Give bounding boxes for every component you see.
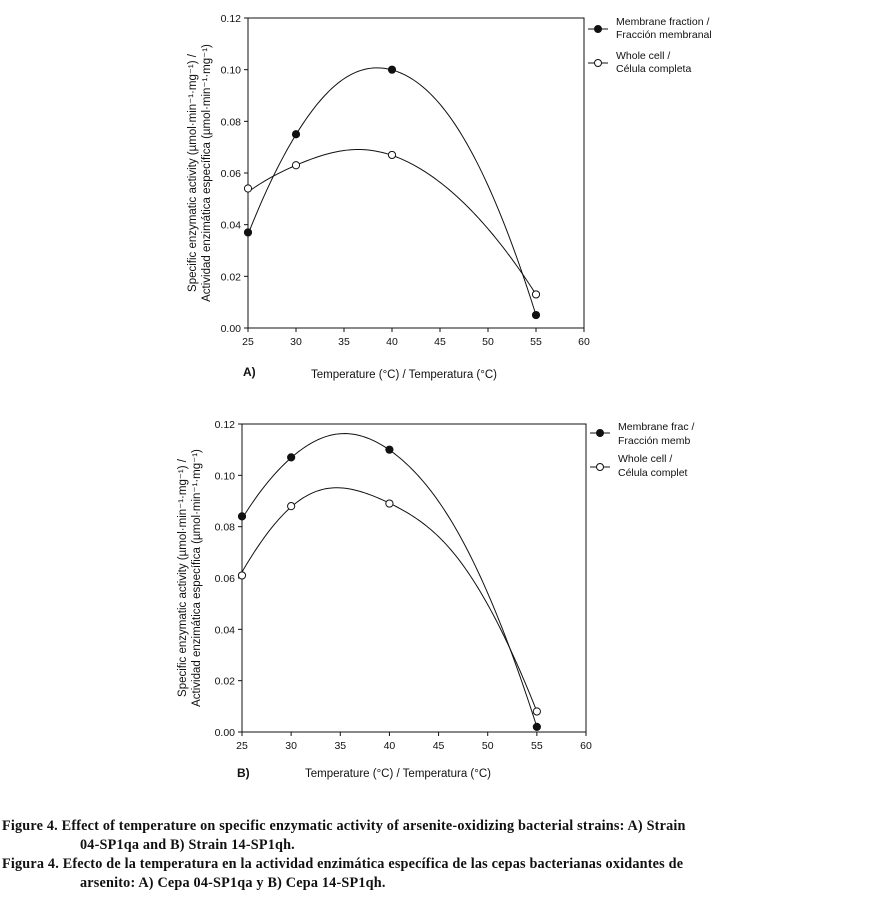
caption-en-line1: Figure 4. Effect of temperature on speci… <box>2 818 686 834</box>
x-tick-label: 60 <box>580 740 592 752</box>
y-tick-label: 0.12 <box>221 13 242 25</box>
x-axis-title-a: Temperature (°C) / Temperatura (°C) <box>311 369 497 381</box>
x-tick-label: 55 <box>531 740 543 752</box>
y-axis-title-line2: Actividad enzimática específica (µmol·mi… <box>191 449 203 707</box>
y-axis-title-line1: Specific enzymatic activity (µmol·min⁻¹·… <box>187 53 199 292</box>
y-tick-label: 0.04 <box>215 624 236 636</box>
plot-frame-a <box>247 17 585 329</box>
legend-label-membrane-b-line1: Membrane frac / <box>618 421 695 433</box>
series-line-membrane <box>241 433 538 728</box>
x-tick-label: 50 <box>482 336 494 348</box>
y-tick-label: 0.00 <box>215 727 236 739</box>
legend-label-wholecell-b-line1: Whole cell / <box>618 453 672 465</box>
x-tick-label: 25 <box>242 336 254 348</box>
legend-label-wholecell-b-line2: Célula complet <box>618 467 688 479</box>
legend-label-membrane-a-line2: Fracción membranal <box>616 29 712 41</box>
legend-marker-filled-a <box>594 25 602 33</box>
x-tick-label: 40 <box>384 740 396 752</box>
x-axis-title-b: Temperature (°C) / Temperatura (°C) <box>305 768 491 780</box>
y-axis-title-line2: Actividad enzimática específica (µmol·mi… <box>201 44 213 302</box>
series-line-whole-cell <box>241 487 538 712</box>
membrane-data-point <box>532 722 541 731</box>
x-tick-label: 60 <box>578 336 590 348</box>
legend-label-membrane-b-line2: Fracción memb <box>618 435 691 447</box>
figure-canvas: 25 30 35 40 45 50 55 60 0.00 0.02 0.04 0.06 0.08 0.10… <box>177 13 712 780</box>
data-points-a <box>243 65 541 320</box>
whole-cell-data-point <box>532 707 541 716</box>
membrane-data-point <box>287 453 296 462</box>
legend-marker-open-b <box>596 463 604 471</box>
legend-marker-open-a <box>594 59 602 67</box>
data-points-b <box>237 445 541 731</box>
axes-ticks-a: 25 30 35 40 45 50 55 60 0.00 0.02 0.04 0.06 0.08 0.10… <box>221 13 590 348</box>
series-curves-b <box>241 433 538 728</box>
membrane-data-point <box>291 130 301 139</box>
y-axis-title-a: Specific enzymatic activity (µmol·min⁻¹·… <box>187 44 213 302</box>
x-tick-label: 40 <box>386 336 398 348</box>
y-tick-label: 0.08 <box>215 522 236 534</box>
series-curves-a <box>247 67 537 316</box>
chart-panel-a: 25 30 35 40 45 50 55 60 0.00 0.02 0.04 0.06 0.08 0.10… <box>187 13 712 381</box>
membrane-data-point <box>531 310 541 320</box>
legend-a: Membrane fraction / Fracción membranal W… <box>588 16 712 75</box>
y-tick-label: 0.02 <box>221 271 242 283</box>
figure-caption: Figure 4. Effect of temperature on speci… <box>0 817 882 893</box>
whole-cell-data-point <box>287 502 296 511</box>
x-tick-label: 25 <box>236 740 248 752</box>
caption-en-line2: 04-SP1qa and B) Strain 14-SP1qh. <box>80 837 295 853</box>
x-tick-label: 50 <box>482 740 494 752</box>
chart-panel-b: 25 30 35 40 45 50 55 60 0.00 0.02 0.04 0.06 0.08 0.10… <box>177 419 695 780</box>
y-tick-label: 0.08 <box>221 116 242 128</box>
x-tick-label: 30 <box>290 336 302 348</box>
y-axis-title-line1: Specific enzymatic activity (µmol·min⁻¹·… <box>177 458 189 697</box>
y-tick-label: 0.04 <box>221 220 242 232</box>
axes-ticks-b: 25 30 35 40 45 50 55 60 0.00 0.02 0.04 0.06 0.08 0.10… <box>215 419 592 752</box>
legend-label-wholecell-a-line2: Célula completa <box>616 63 691 75</box>
whole-cell-data-point <box>387 150 397 160</box>
whole-cell-data-point <box>243 184 253 193</box>
membrane-data-point <box>243 228 253 237</box>
series-line-whole-cell <box>247 149 537 295</box>
y-tick-label: 0.02 <box>215 676 236 688</box>
membrane-data-point <box>237 512 247 521</box>
panel-label-b: B) <box>237 766 250 780</box>
y-axis-title-b: Specific enzymatic activity (µmol·min⁻¹·… <box>177 449 203 707</box>
y-tick-label: 0.06 <box>215 573 236 585</box>
y-tick-label: 0.06 <box>221 168 242 180</box>
x-tick-label: 45 <box>433 740 445 752</box>
x-tick-label: 30 <box>285 740 297 752</box>
caption-es-line1: Figura 4. Efecto de la temperatura en la… <box>2 856 684 872</box>
x-tick-label: 55 <box>530 336 542 348</box>
whole-cell-data-point <box>531 290 541 299</box>
plot-frame-b <box>241 423 587 733</box>
membrane-data-point <box>387 65 397 74</box>
x-tick-label: 35 <box>334 740 346 752</box>
legend-b: Membrane frac / Fracción memb Whole cell… <box>590 421 695 479</box>
whole-cell-data-point <box>237 571 247 580</box>
legend-marker-filled-b <box>596 429 604 437</box>
membrane-data-point <box>385 445 394 454</box>
series-line-membrane <box>247 67 537 316</box>
y-tick-label: 0.10 <box>221 65 242 77</box>
y-tick-label: 0.10 <box>215 470 236 482</box>
caption-es-line2: arsenito: A) Cepa 04-SP1qa y B) Cepa 14-… <box>80 875 386 891</box>
legend-label-wholecell-a-line1: Whole cell / <box>616 50 670 62</box>
legend-label-membrane-a-line1: Membrane fraction / <box>616 16 709 28</box>
x-tick-label: 45 <box>434 336 446 348</box>
whole-cell-data-point <box>291 161 301 170</box>
y-tick-label: 0.00 <box>221 323 242 335</box>
panel-label-a: A) <box>243 365 256 379</box>
x-tick-label: 35 <box>338 336 350 348</box>
y-tick-label: 0.12 <box>215 419 236 431</box>
whole-cell-data-point <box>385 499 394 508</box>
